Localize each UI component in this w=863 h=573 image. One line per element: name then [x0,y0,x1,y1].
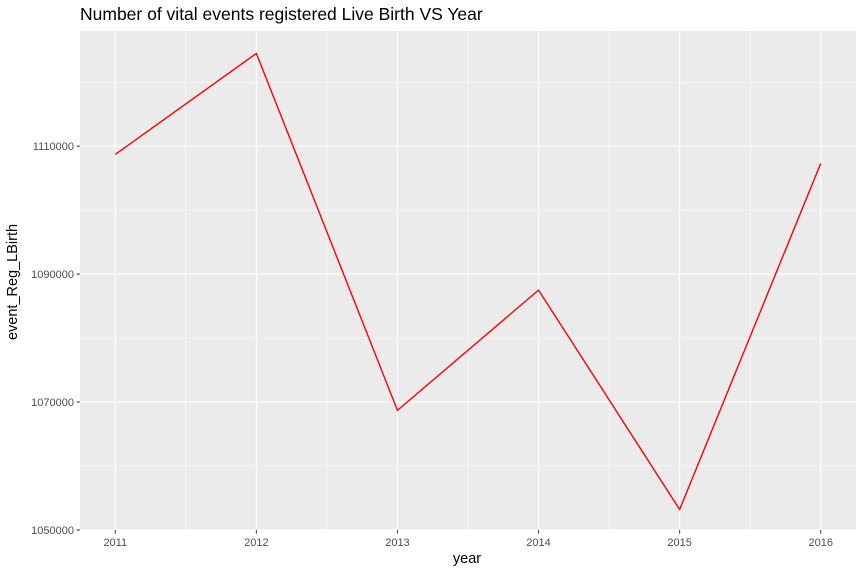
y-tick-label: 1110000 [33,141,74,153]
minor-gridlines [80,31,856,530]
chart-title: Number of vital events registered Live B… [80,4,483,24]
y-tick-label: 1090000 [31,269,74,281]
series-line [114,52,822,511]
x-tick-label: 2011 [103,537,127,549]
x-tick-label: 2016 [808,537,832,549]
axis-ticks [76,145,822,534]
y-tick-label: 1050000 [31,525,74,537]
x-axis-title: year [453,551,481,567]
x-tick-label: 2012 [244,537,268,549]
x-tick-label: 2014 [526,537,550,549]
y-tick-label: 1070000 [31,397,74,409]
series-layer [114,52,822,511]
major-gridlines [80,31,856,531]
x-tick-label: 2013 [385,537,409,549]
x-tick-label: 2015 [667,537,691,549]
tick-labels: 2011 2012 2013 2014 2015 2016 1050000 1070000 10… [31,141,833,549]
y-axis-title: event_Reg_LBirth [5,224,21,340]
